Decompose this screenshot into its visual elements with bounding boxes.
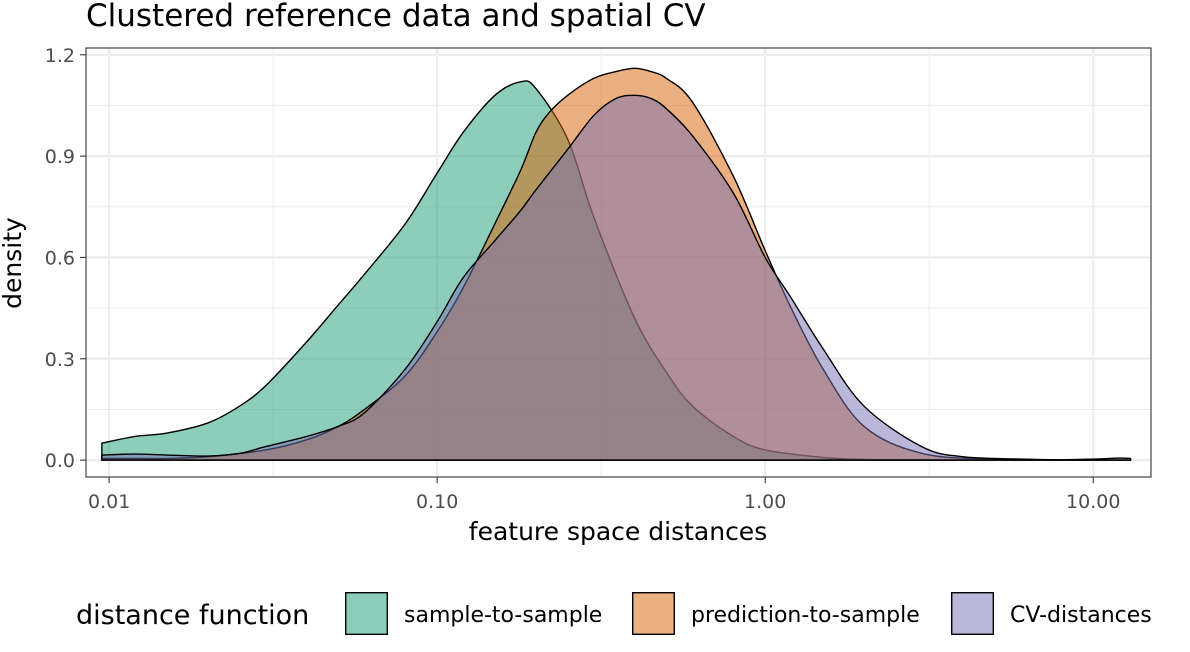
legend-swatch-sample-to-sample: [345, 592, 389, 636]
y-tick-label: 0.9: [45, 146, 75, 168]
x-axis: 0.01 0.10 1.00 10.00: [88, 477, 1120, 513]
y-tick-label: 0.3: [45, 349, 75, 371]
series-layer: [101, 67, 1132, 461]
y-tick-label: 0.6: [45, 247, 75, 269]
x-tick-label: 1.00: [744, 491, 786, 513]
y-tick-label: 1.2: [45, 45, 75, 67]
panel-border: [85, 47, 1152, 478]
x-tick-label: 10.00: [1066, 491, 1120, 513]
y-axis: 0.0 0.3 0.6 0.9 1.2: [45, 45, 86, 472]
y-tick-label: 0.0: [45, 450, 75, 472]
legend-label: CV-distances: [1010, 603, 1152, 628]
x-axis-title: feature space distances: [469, 517, 767, 546]
legend-swatch-prediction-to-sample: [632, 592, 676, 636]
legend-label: prediction-to-sample: [691, 603, 920, 628]
legend: distance function sample-to-sample predic…: [76, 592, 1152, 636]
x-tick-label: 0.01: [88, 491, 130, 513]
chart-title: Clustered reference data and spatial CV: [86, 0, 706, 34]
legend-title: distance function: [76, 600, 309, 631]
density-area-cv-distances: [101, 94, 1132, 461]
y-axis-title: density: [0, 217, 27, 309]
legend-label: sample-to-sample: [404, 603, 602, 628]
x-tick-label: 0.10: [416, 491, 458, 513]
legend-swatch-cv-distances: [951, 592, 995, 636]
